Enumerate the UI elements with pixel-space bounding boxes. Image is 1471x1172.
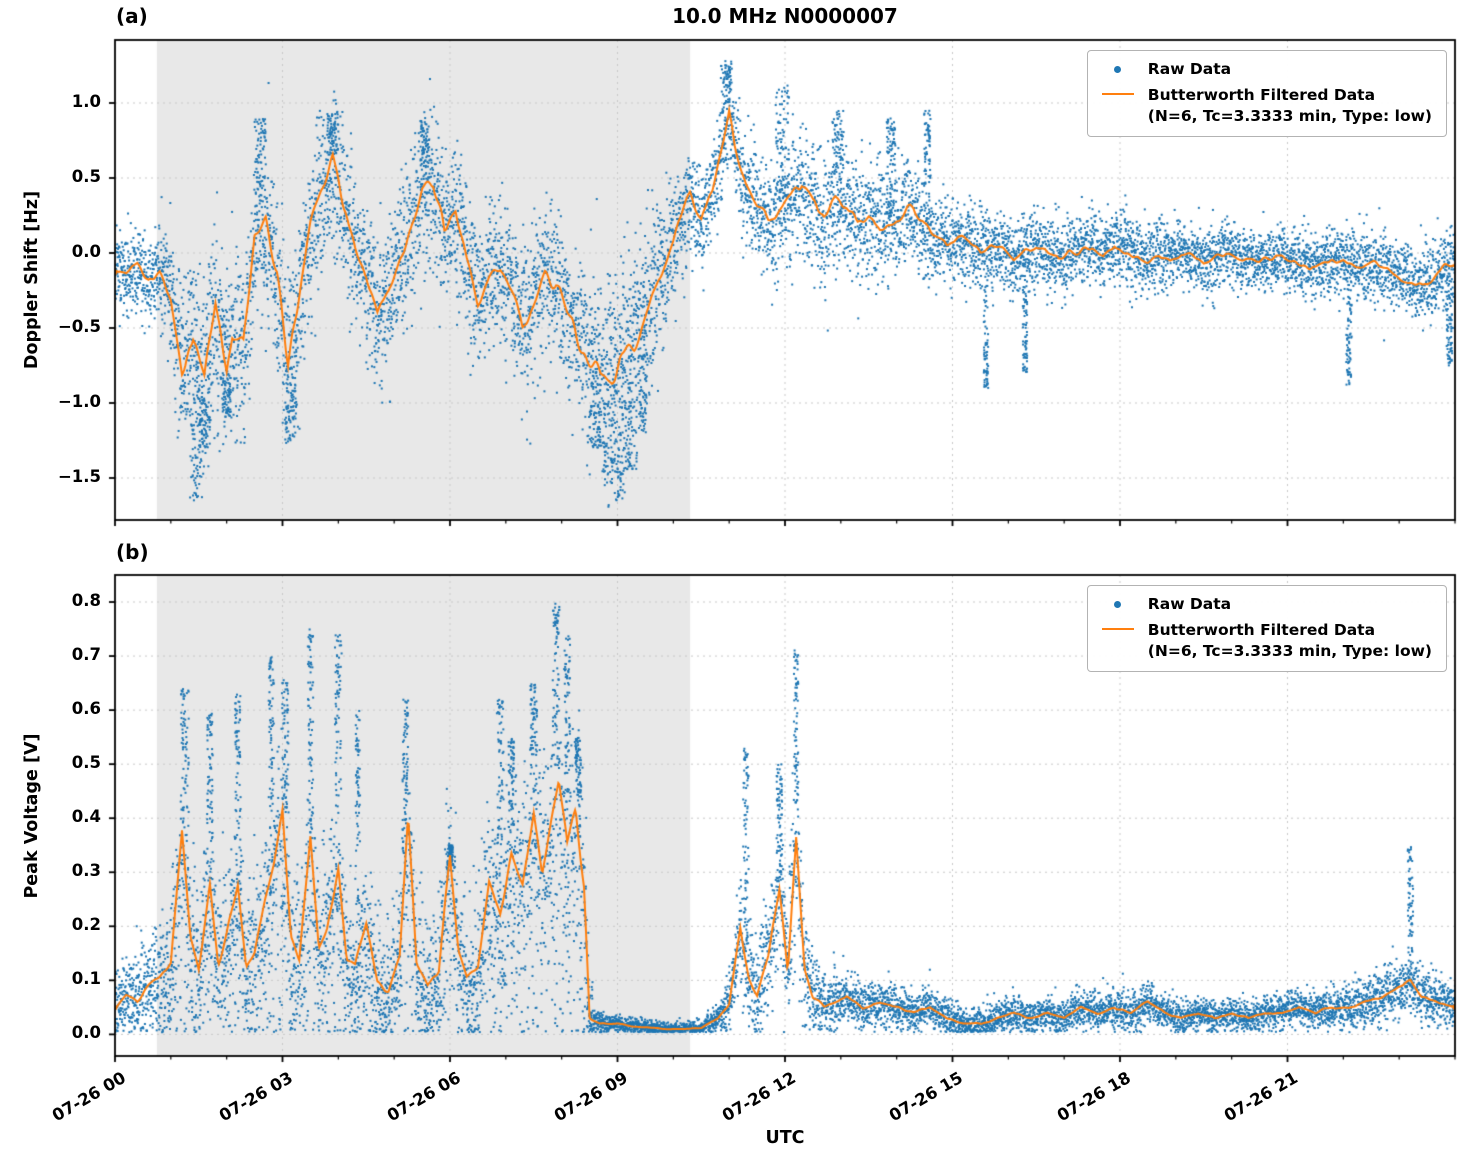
legend-marker-cell [1098, 627, 1138, 630]
filtered-line-marker-icon [1101, 92, 1134, 95]
panel-a-label: (a) [116, 4, 148, 28]
legend-panel-a: Raw Data Butterworth Filtered Data (N=6,… [1086, 50, 1447, 137]
legend-filtered-label: Butterworth Filtered Data [1147, 620, 1376, 639]
legend-marker-cell [1098, 600, 1138, 608]
legend-filtered-sublabel: (N=6, Tc=3.3333 min, Type: low) [1147, 106, 1432, 125]
legend-filtered-sublabel: (N=6, Tc=3.3333 min, Type: low) [1147, 641, 1432, 660]
legend-filtered-text: Butterworth Filtered Data (N=6, Tc=3.333… [1148, 620, 1432, 662]
legend-filtered-text: Butterworth Filtered Data (N=6, Tc=3.333… [1148, 85, 1432, 127]
y-axis-label-doppler: Doppler Shift [Hz] [22, 190, 42, 370]
y-axis-label-voltage: Peak Voltage [V] [22, 733, 42, 899]
legend-entry-filtered: Butterworth Filtered Data (N=6, Tc=3.333… [1098, 85, 1432, 127]
legend-filtered-label: Butterworth Filtered Data [1147, 85, 1376, 104]
legend-raw-label: Raw Data [1147, 60, 1232, 78]
raw-data-marker-icon [1114, 600, 1122, 608]
x-axis-label: UTC [765, 1128, 805, 1148]
chart-title: 10.0 MHz N0000007 [672, 4, 898, 28]
legend-panel-b: Raw Data Butterworth Filtered Data (N=6,… [1086, 585, 1447, 672]
raw-data-marker-icon [1114, 65, 1122, 73]
legend-entry-filtered: Butterworth Filtered Data (N=6, Tc=3.333… [1098, 620, 1432, 662]
panel-b-label: (b) [116, 540, 149, 564]
filtered-line-marker-icon [1101, 627, 1134, 630]
legend-marker-cell [1098, 92, 1138, 95]
legend-entry-raw: Raw Data [1098, 594, 1432, 615]
legend-entry-raw: Raw Data [1098, 59, 1432, 80]
legend-marker-cell [1098, 65, 1138, 73]
legend-raw-label: Raw Data [1147, 595, 1232, 613]
